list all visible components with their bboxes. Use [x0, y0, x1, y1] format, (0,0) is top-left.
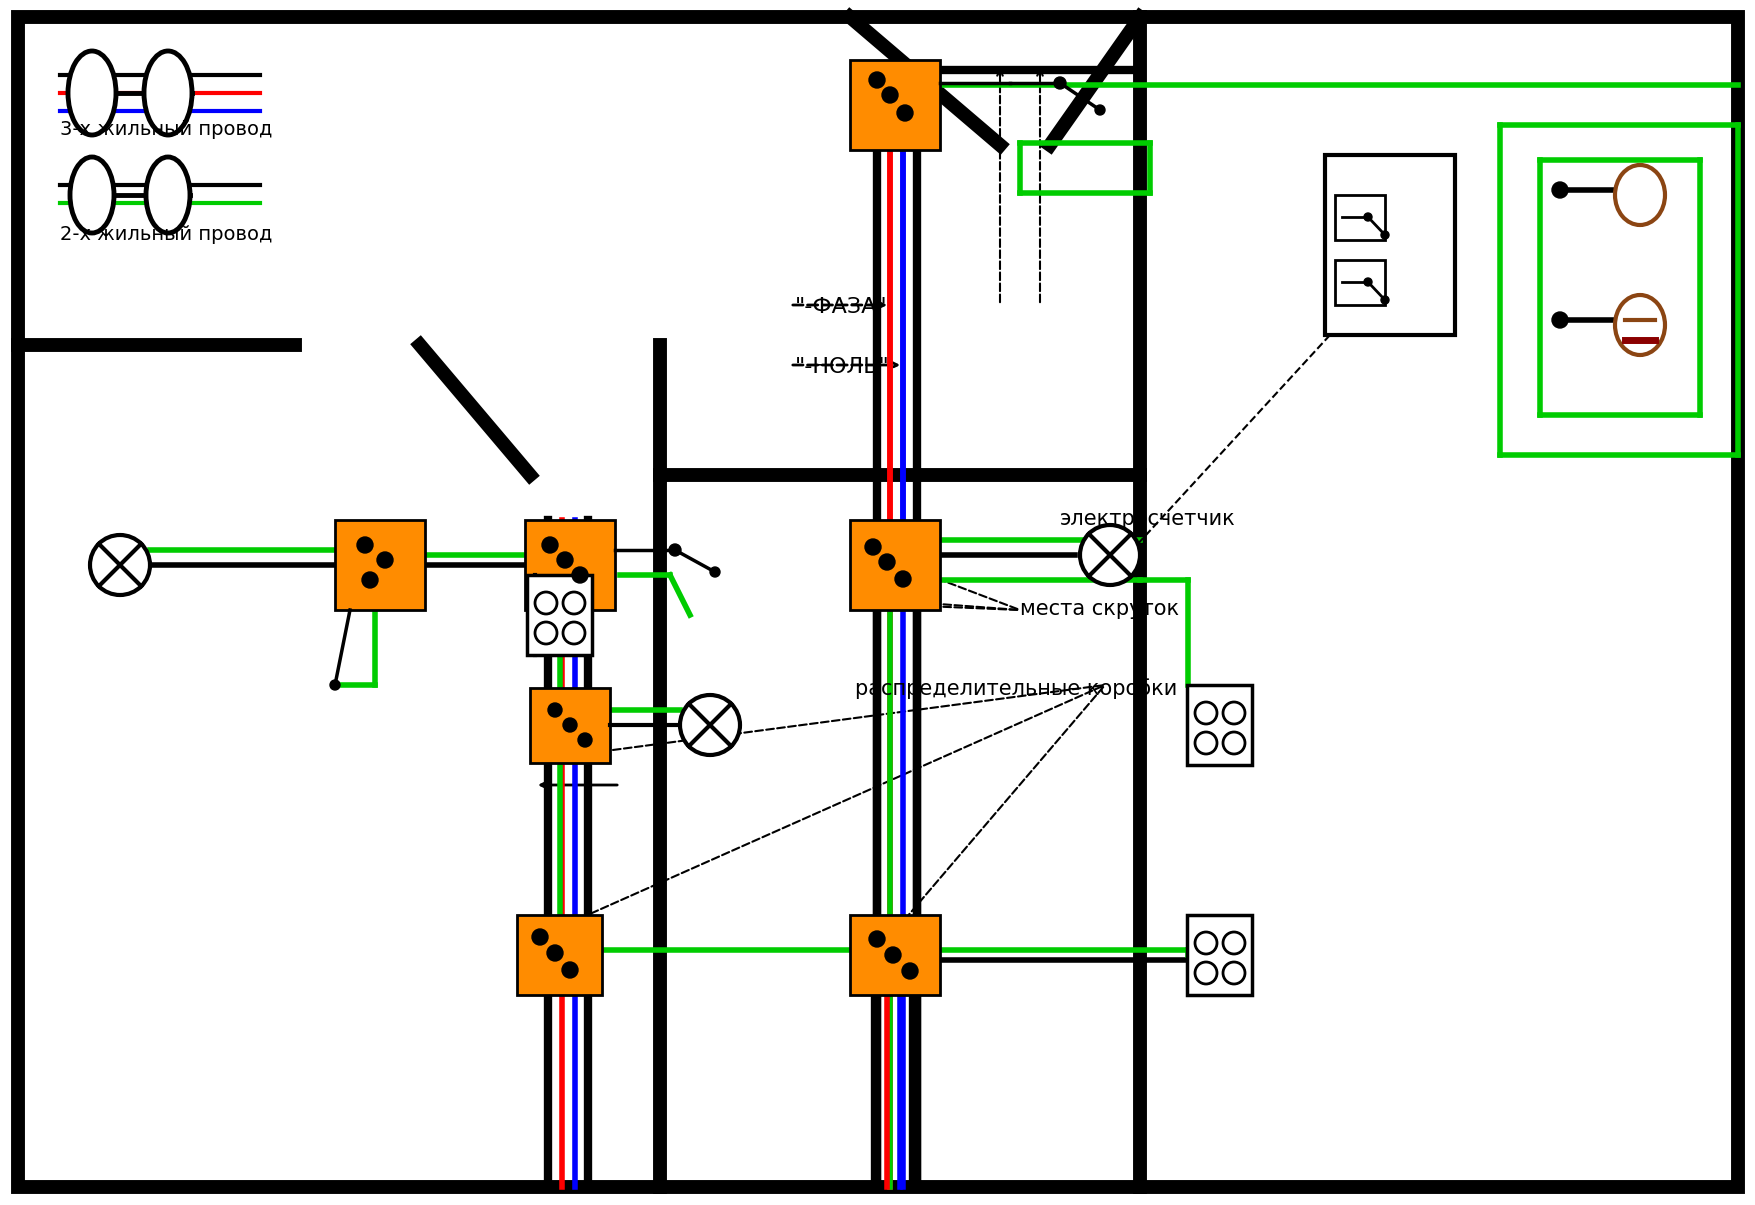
Circle shape — [669, 543, 681, 556]
Circle shape — [869, 931, 885, 947]
Circle shape — [1551, 182, 1567, 198]
Circle shape — [1364, 278, 1371, 286]
Text: 3-х жильный провод: 3-х жильный провод — [60, 120, 272, 139]
Ellipse shape — [1615, 165, 1664, 225]
Circle shape — [1095, 105, 1104, 114]
Circle shape — [1221, 931, 1244, 954]
Circle shape — [865, 539, 881, 556]
Text: "-ФАЗА": "-ФАЗА" — [795, 296, 886, 317]
Circle shape — [532, 929, 548, 945]
Bar — [525, 521, 614, 610]
Circle shape — [362, 572, 377, 588]
Circle shape — [563, 718, 577, 731]
Circle shape — [1221, 962, 1244, 984]
Circle shape — [542, 537, 558, 553]
Circle shape — [562, 962, 577, 978]
Circle shape — [895, 571, 911, 587]
Circle shape — [1379, 231, 1388, 239]
Circle shape — [902, 963, 918, 978]
Circle shape — [556, 552, 572, 568]
Circle shape — [1053, 77, 1065, 89]
Circle shape — [881, 87, 897, 102]
Circle shape — [535, 622, 556, 643]
Circle shape — [1195, 931, 1216, 954]
Circle shape — [1195, 703, 1216, 724]
Circle shape — [1364, 213, 1371, 221]
Circle shape — [1221, 731, 1244, 754]
Bar — [518, 915, 602, 995]
Circle shape — [679, 695, 739, 756]
Circle shape — [572, 568, 588, 583]
Circle shape — [897, 105, 913, 120]
Circle shape — [1221, 703, 1244, 724]
Circle shape — [1195, 962, 1216, 984]
Circle shape — [548, 945, 563, 962]
Circle shape — [548, 703, 562, 717]
Circle shape — [330, 680, 340, 690]
Ellipse shape — [68, 51, 116, 135]
Bar — [1186, 684, 1251, 765]
Circle shape — [1379, 296, 1388, 304]
Circle shape — [879, 554, 895, 570]
Circle shape — [535, 592, 556, 615]
Circle shape — [577, 733, 591, 747]
Bar — [1334, 195, 1385, 240]
Ellipse shape — [144, 51, 191, 135]
Text: 2-х жильный провод: 2-х жильный провод — [60, 225, 272, 243]
Bar — [1325, 155, 1455, 335]
Text: распределительные коробки: распределительные коробки — [855, 678, 1176, 699]
Circle shape — [563, 592, 584, 615]
Circle shape — [377, 552, 393, 568]
Bar — [335, 521, 425, 610]
Bar — [526, 575, 591, 656]
Circle shape — [356, 537, 372, 553]
Ellipse shape — [70, 157, 114, 233]
Bar — [1186, 915, 1251, 995]
Circle shape — [709, 568, 720, 577]
Circle shape — [90, 535, 149, 595]
Bar — [530, 688, 609, 763]
Bar — [1334, 260, 1385, 305]
Bar — [849, 521, 939, 610]
Circle shape — [1195, 731, 1216, 754]
Bar — [849, 60, 939, 149]
Text: "-НОЛЬ": "-НОЛЬ" — [795, 357, 890, 377]
Text: электросчетчик: электросчетчик — [1060, 509, 1236, 529]
Bar — [849, 915, 939, 995]
Circle shape — [869, 72, 885, 88]
Circle shape — [885, 947, 900, 963]
Ellipse shape — [146, 157, 190, 233]
Text: места скруток: места скруток — [1020, 599, 1178, 619]
Circle shape — [563, 622, 584, 643]
Ellipse shape — [1615, 295, 1664, 355]
Circle shape — [1551, 312, 1567, 328]
Circle shape — [1079, 525, 1139, 584]
